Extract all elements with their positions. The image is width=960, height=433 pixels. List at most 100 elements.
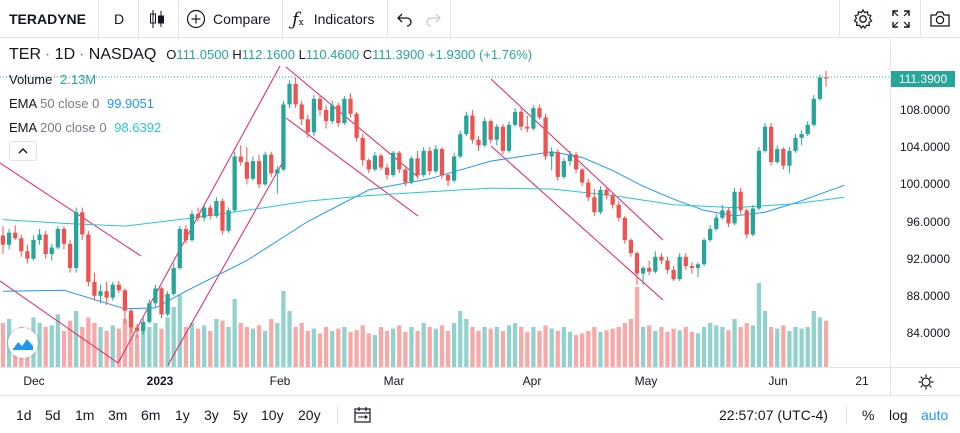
time-label: Mar [383, 374, 405, 388]
volume-bar [336, 328, 341, 367]
candle [799, 130, 804, 146]
volume-bar [561, 327, 566, 367]
volume-bar [421, 323, 426, 367]
trendline[interactable] [0, 280, 119, 364]
volume-bar [147, 327, 152, 367]
candle [61, 226, 67, 250]
candle [750, 204, 755, 237]
candle [525, 115, 530, 133]
price-label: 92.0000 [906, 251, 950, 266]
price-chart[interactable] [0, 38, 960, 395]
trendline[interactable] [167, 159, 285, 366]
clock-timezone-button[interactable]: 22:57:07 (UTC-4) [719, 407, 828, 423]
trendline[interactable] [0, 162, 142, 257]
axis-settings-button[interactable] [890, 367, 960, 395]
candle [811, 95, 816, 127]
top-toolbar: TERADYNE D Compare ƒx Indicators [0, 0, 960, 38]
volume-bar [348, 331, 353, 367]
candle [43, 230, 48, 259]
close-label: C [362, 47, 373, 62]
legend-collapse-button[interactable] [9, 141, 37, 161]
redo-icon [426, 13, 441, 27]
volume-bar [92, 323, 97, 367]
range-5y-button[interactable]: 5y [233, 407, 248, 423]
range-3m-button[interactable]: 3m [108, 407, 128, 423]
snapshot-button[interactable] [929, 0, 951, 38]
indicator-params: 50 close 0 [40, 96, 100, 111]
volume-bar [622, 323, 627, 367]
candle [695, 262, 701, 278]
candle [616, 201, 621, 222]
candle [287, 80, 292, 109]
candle [653, 251, 658, 274]
volume-bar [433, 328, 438, 367]
logo-icon [12, 336, 34, 350]
volume-bar [744, 323, 749, 367]
redo-button[interactable] [424, 0, 442, 38]
time-label: Apr [522, 374, 542, 388]
candle [726, 207, 731, 228]
volume-bar [61, 331, 67, 367]
volume-bar [195, 328, 201, 367]
log-scale-toggle[interactable]: log [889, 407, 908, 423]
candles-icon [150, 10, 164, 28]
symbol-legend: TER · 1D · NASDAQ O111.0500 H112.1600 L1… [9, 46, 533, 63]
time-label: 2023 [146, 374, 174, 388]
time-axis[interactable]: Dec 2023 Feb Mar Apr May Jun 21 [0, 367, 890, 395]
candle [415, 150, 420, 179]
range-3y-button[interactable]: 3y [204, 407, 219, 423]
range-1m-button[interactable]: 1m [75, 407, 95, 423]
trendline[interactable] [490, 145, 664, 301]
range-5d-button[interactable]: 5d [45, 407, 61, 423]
ema200-legend[interactable]: EMA 200 close 0 98.6392 [9, 120, 161, 135]
ema50-legend[interactable]: EMA 50 close 0 99.9051 [9, 96, 154, 111]
volume-bar [476, 331, 481, 367]
settings-button[interactable] [852, 0, 874, 38]
indicator-name: EMA [9, 96, 37, 111]
indicators-button[interactable]: ƒx Indicators [292, 0, 374, 38]
candle [604, 188, 609, 200]
interval-button[interactable]: D [114, 0, 124, 38]
fullscreen-button[interactable] [891, 0, 911, 38]
trendlines[interactable] [0, 65, 664, 366]
volume-bar [287, 311, 292, 367]
volume-bar [80, 327, 85, 367]
volume-legend[interactable]: Volume 2.13M [9, 72, 96, 87]
goto-date-button[interactable] [353, 406, 373, 429]
volume-bar [159, 328, 164, 367]
volume-bar [415, 331, 420, 367]
volume-bar [391, 328, 396, 367]
range-1d-button[interactable]: 1d [16, 407, 32, 423]
candle [689, 262, 695, 274]
trendline[interactable] [285, 66, 419, 178]
tradingview-logo[interactable] [8, 328, 38, 358]
chart-type-button[interactable] [148, 0, 166, 38]
candle [708, 225, 713, 242]
candle [165, 291, 170, 317]
candle [573, 151, 579, 174]
range-1y-button[interactable]: 1y [175, 407, 190, 423]
indicator-value: 98.6392 [114, 120, 162, 135]
range-10y-button[interactable]: 10y [261, 407, 284, 423]
undo-button[interactable] [396, 0, 414, 38]
symbol-search-button[interactable]: TERADYNE [9, 0, 86, 38]
range-20y-button[interactable]: 20y [298, 407, 321, 423]
range-6m-button[interactable]: 6m [141, 407, 161, 423]
chart-area[interactable]: TER · 1D · NASDAQ O111.0500 H112.1600 L1… [0, 38, 960, 395]
volume-bar [598, 331, 603, 367]
auto-scale-toggle[interactable]: auto [921, 407, 949, 423]
candle [232, 151, 237, 213]
candle [561, 158, 566, 179]
candle [500, 123, 506, 155]
volume-bar [263, 331, 268, 367]
compare-button[interactable]: Compare [186, 0, 271, 38]
candle [677, 253, 682, 281]
candle [116, 280, 121, 294]
last-price-label: 111.3900 [891, 71, 955, 87]
candle [354, 111, 359, 142]
candle [409, 156, 414, 185]
candle [275, 165, 280, 194]
percent-scale-toggle[interactable]: % [862, 407, 875, 423]
volume-bar [506, 325, 512, 367]
volume-bar [628, 319, 634, 367]
